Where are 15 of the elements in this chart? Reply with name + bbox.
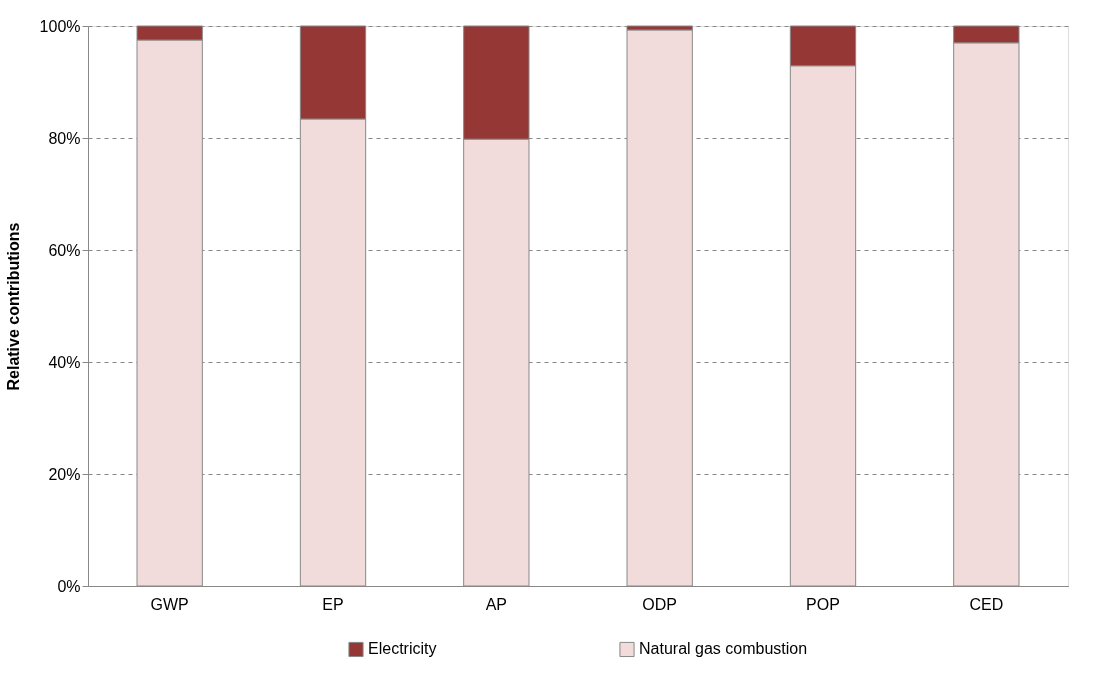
y-tick-label: 0% <box>57 577 81 595</box>
y-tick-label: 80% <box>48 129 81 147</box>
x-tick-label: CED <box>969 595 1004 613</box>
y-tick-label: 20% <box>48 465 81 483</box>
y-tick-label: 60% <box>48 241 81 259</box>
x-tick-label: GWP <box>150 595 189 613</box>
y-axis-title: Relative contributions <box>4 222 22 391</box>
y-tick-label: 100% <box>39 17 81 35</box>
x-tick-label: AP <box>485 595 508 613</box>
x-tick-label: POP <box>806 595 840 613</box>
x-tick-label: ODP <box>642 595 677 613</box>
legend-label: Electricity <box>368 640 437 658</box>
x-tick-label: EP <box>322 595 344 613</box>
y-tick-label: 40% <box>48 353 81 371</box>
legend-label: Natural gas combustion <box>639 640 808 658</box>
